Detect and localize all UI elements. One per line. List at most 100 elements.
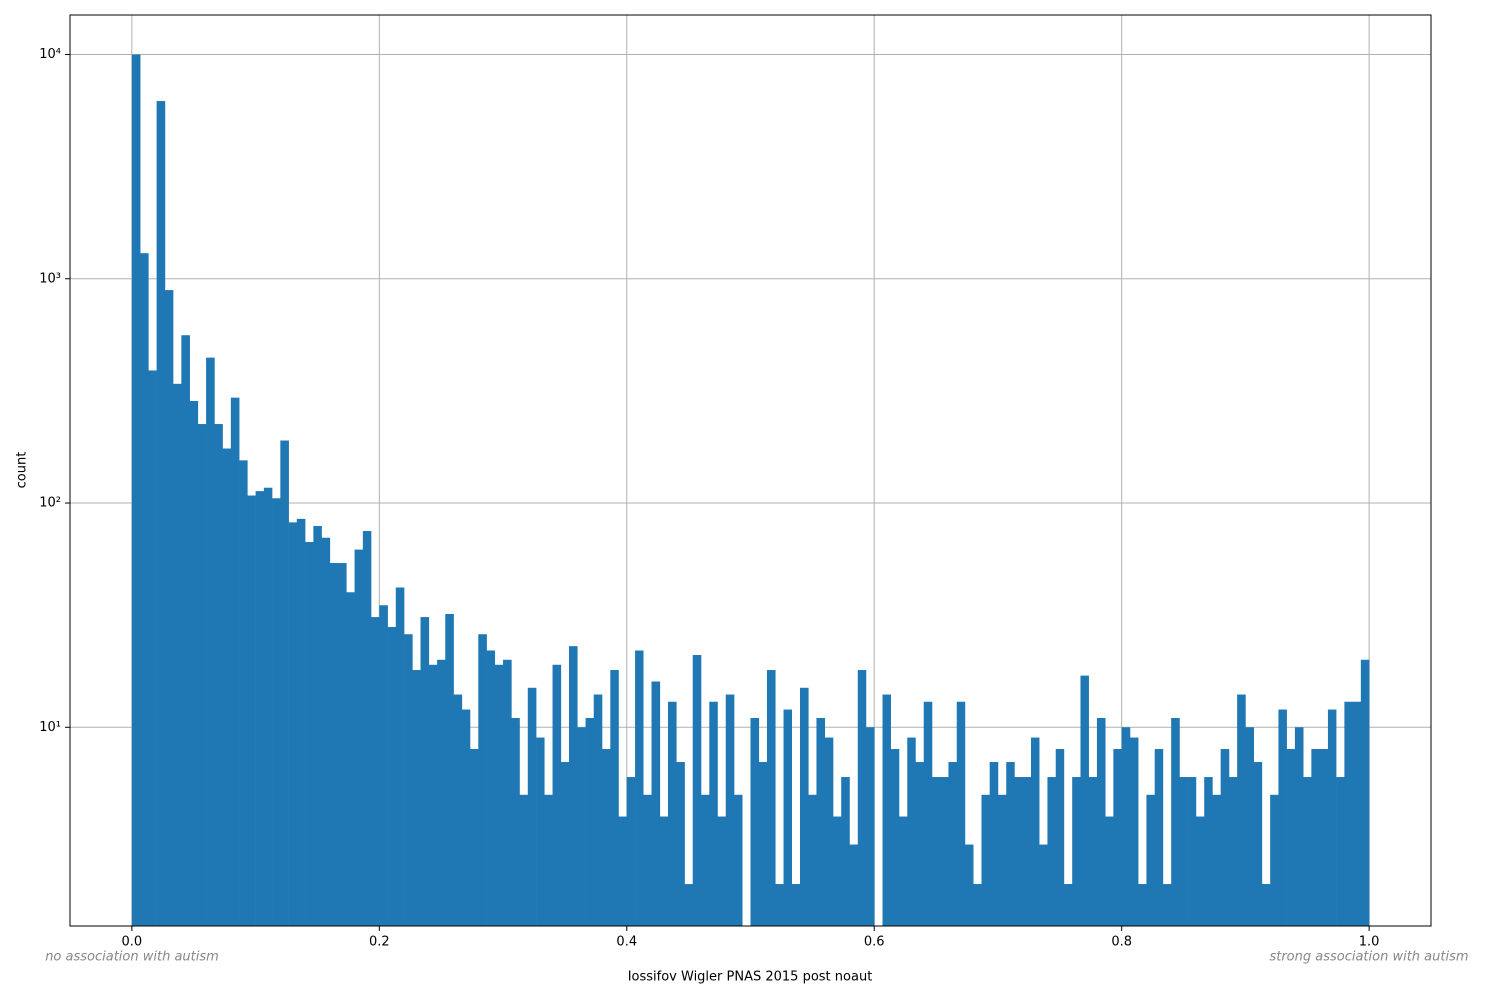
- bar: [898, 816, 908, 926]
- bar: [263, 487, 273, 926]
- bar: [148, 370, 157, 927]
- bar: [1204, 777, 1213, 926]
- bar: [239, 460, 248, 926]
- bar: [560, 762, 570, 926]
- x-tick-label: 1.0: [1359, 935, 1380, 950]
- bar: [404, 634, 413, 926]
- bar: [651, 681, 661, 926]
- bar: [923, 701, 933, 926]
- bar: [214, 424, 223, 926]
- bar: [247, 495, 256, 926]
- bar: [1344, 701, 1353, 926]
- bar: [626, 777, 636, 926]
- y-tick-label: 10⁴: [39, 47, 61, 62]
- bar: [478, 634, 487, 926]
- bar: [486, 650, 496, 926]
- bar: [164, 290, 174, 926]
- bar: [824, 737, 834, 926]
- bar: [494, 664, 504, 926]
- bar: [1303, 777, 1312, 926]
- bar: [783, 709, 793, 926]
- bar: [1187, 777, 1197, 926]
- ticks: 0.0 0.2 0.4 0.6 0.8 1.0 10¹ 10² 10³ 10⁴: [39, 47, 1379, 950]
- bar: [321, 537, 331, 926]
- annotation: strong association with autism: [1269, 950, 1468, 965]
- bar: [1105, 816, 1114, 926]
- bar: [206, 357, 215, 926]
- bar: [346, 592, 355, 926]
- bars: [131, 54, 1370, 927]
- bar: [1261, 884, 1271, 926]
- bar: [1311, 749, 1320, 926]
- bar: [791, 884, 801, 926]
- bar: [799, 687, 809, 926]
- bar: [296, 518, 306, 926]
- bar: [230, 397, 240, 926]
- bar: [1270, 794, 1279, 926]
- bar: [775, 884, 784, 926]
- bar: [618, 816, 628, 926]
- bar: [1022, 777, 1032, 926]
- bar: [890, 749, 900, 926]
- bar: [437, 659, 446, 926]
- bar: [1212, 794, 1221, 926]
- bar: [997, 794, 1007, 926]
- bar: [255, 491, 265, 926]
- y-tick-label: 10³: [39, 271, 61, 286]
- bar: [536, 737, 545, 926]
- bar: [222, 448, 232, 926]
- bar: [907, 737, 916, 926]
- x-tick-label: 0.6: [864, 935, 885, 950]
- bar: [181, 335, 190, 926]
- bar: [387, 627, 397, 926]
- bar: [635, 650, 644, 926]
- bar: [552, 664, 562, 926]
- bar: [1278, 709, 1287, 926]
- bar: [849, 844, 859, 926]
- bar: [362, 531, 372, 926]
- bar: [1146, 794, 1156, 926]
- bar: [527, 687, 537, 926]
- bar: [1220, 749, 1230, 926]
- bar: [684, 884, 694, 926]
- bar: [948, 762, 958, 926]
- bar: [1088, 777, 1098, 926]
- bar: [470, 749, 479, 926]
- bar: [461, 709, 471, 926]
- bar: [973, 884, 982, 926]
- bar: [989, 762, 999, 926]
- bar: [511, 718, 520, 926]
- bar: [1030, 737, 1040, 926]
- bar: [1162, 884, 1172, 926]
- x-axis-label: Iossifov Wigler PNAS 2015 post noaut: [628, 970, 873, 985]
- bar: [1047, 777, 1057, 926]
- bar: [593, 694, 603, 926]
- bar: [519, 794, 529, 926]
- bar: [1228, 777, 1238, 926]
- bar: [701, 794, 710, 926]
- bar: [1039, 844, 1048, 926]
- y-tick-label: 10²: [39, 496, 61, 511]
- bar: [816, 718, 826, 926]
- bar: [305, 542, 314, 926]
- bar: [882, 694, 891, 926]
- bar: [197, 424, 207, 926]
- bar: [453, 694, 463, 926]
- bar: [750, 718, 760, 926]
- bar: [189, 401, 199, 926]
- bar: [725, 694, 735, 926]
- bar: [932, 777, 941, 926]
- bar: [758, 762, 768, 926]
- bar: [338, 563, 347, 926]
- bar: [280, 440, 289, 926]
- bar: [420, 617, 430, 926]
- bar: [1237, 694, 1246, 926]
- bar: [643, 794, 652, 926]
- bar: [1014, 777, 1023, 926]
- bar: [568, 646, 578, 926]
- bar: [1113, 749, 1122, 926]
- bar: [1080, 675, 1089, 926]
- bar: [964, 844, 974, 926]
- bar: [1055, 749, 1065, 926]
- plot-frame: [69, 14, 1432, 927]
